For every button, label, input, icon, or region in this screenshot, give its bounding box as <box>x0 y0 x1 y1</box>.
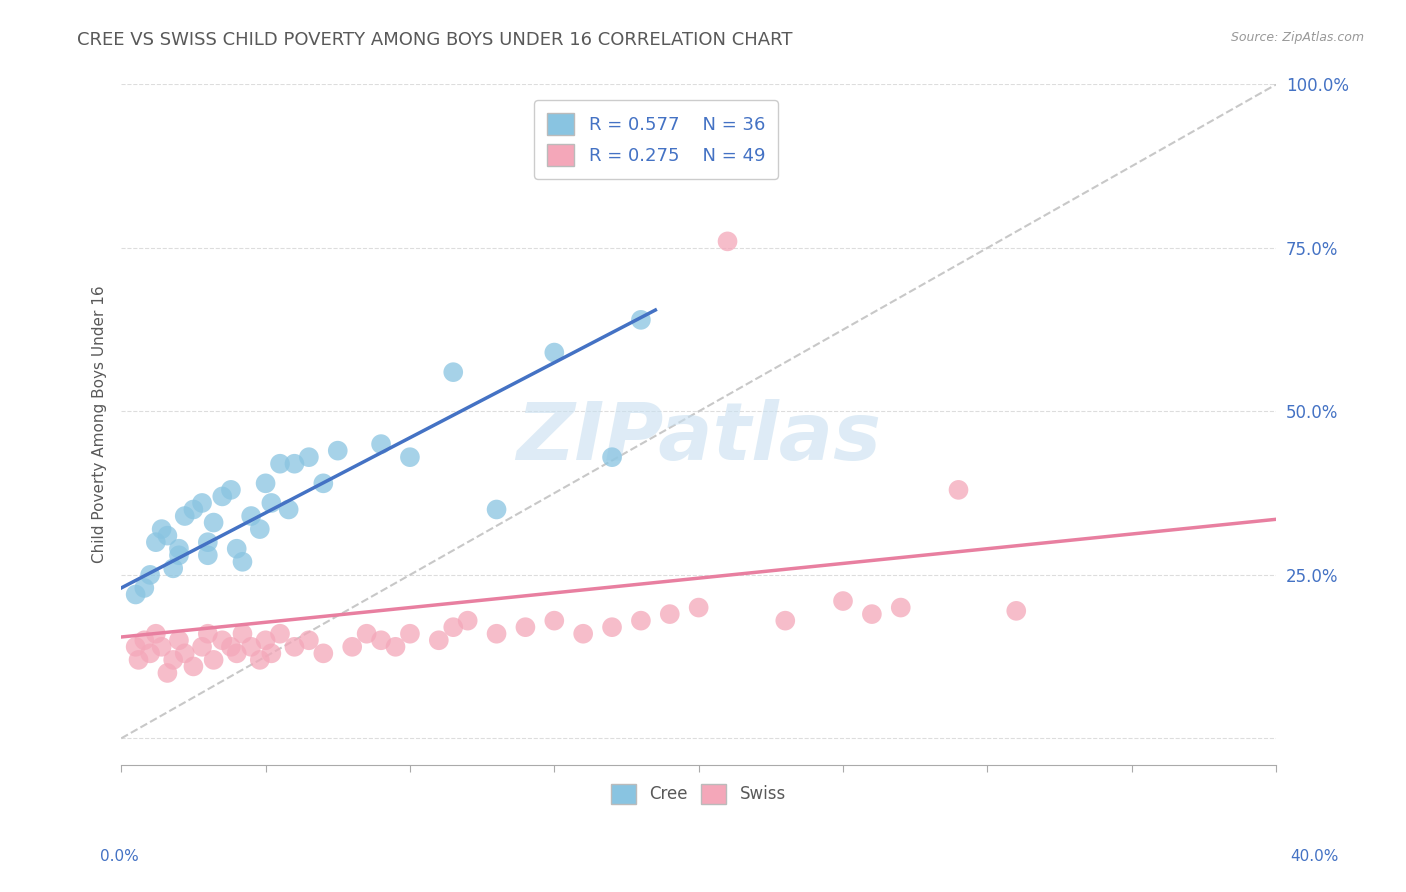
Point <box>167 633 190 648</box>
Point <box>384 640 406 654</box>
Y-axis label: Child Poverty Among Boys Under 16: Child Poverty Among Boys Under 16 <box>93 285 107 563</box>
Point <box>167 541 190 556</box>
Text: 40.0%: 40.0% <box>1291 849 1339 864</box>
Point <box>124 587 146 601</box>
Point <box>254 633 277 648</box>
Point <box>219 640 242 654</box>
Point <box>326 443 349 458</box>
Point <box>427 633 450 648</box>
Point <box>600 620 623 634</box>
Point <box>183 502 205 516</box>
Point <box>298 450 321 465</box>
Point <box>283 640 305 654</box>
Text: 0.0%: 0.0% <box>100 849 139 864</box>
Point <box>150 522 173 536</box>
Point <box>485 502 508 516</box>
Point <box>312 476 335 491</box>
Point <box>197 626 219 640</box>
Point <box>145 535 167 549</box>
Point <box>269 626 291 640</box>
Point <box>370 633 392 648</box>
Point <box>156 528 179 542</box>
Point <box>441 620 464 634</box>
Text: CREE VS SWISS CHILD POVERTY AMONG BOYS UNDER 16 CORRELATION CHART: CREE VS SWISS CHILD POVERTY AMONG BOYS U… <box>77 31 793 49</box>
Point <box>254 476 277 491</box>
Point <box>219 483 242 497</box>
Point <box>860 607 883 621</box>
Point <box>688 600 710 615</box>
Point <box>340 640 363 654</box>
Point <box>211 633 233 648</box>
Point <box>191 496 214 510</box>
Text: ZIPatlas: ZIPatlas <box>516 399 882 477</box>
Point <box>457 614 479 628</box>
Point <box>543 614 565 628</box>
Point <box>399 626 422 640</box>
Point <box>249 653 271 667</box>
Point <box>1005 604 1028 618</box>
Point <box>128 653 150 667</box>
Point <box>948 483 970 497</box>
Point <box>145 626 167 640</box>
Point <box>191 640 214 654</box>
Point <box>202 653 225 667</box>
Point <box>312 646 335 660</box>
Point <box>260 496 283 510</box>
Point <box>249 522 271 536</box>
Point <box>658 607 681 621</box>
Point <box>197 535 219 549</box>
Point <box>139 646 162 660</box>
Point <box>162 561 184 575</box>
Point <box>150 640 173 654</box>
Point <box>240 640 263 654</box>
Point <box>231 555 253 569</box>
Point <box>260 646 283 660</box>
Point <box>600 450 623 465</box>
Point <box>572 626 595 640</box>
Point <box>630 313 652 327</box>
Point <box>630 614 652 628</box>
Point <box>197 548 219 562</box>
Point <box>211 490 233 504</box>
Point <box>124 640 146 654</box>
Point <box>156 665 179 680</box>
Text: Source: ZipAtlas.com: Source: ZipAtlas.com <box>1230 31 1364 45</box>
Point <box>134 633 156 648</box>
Point <box>269 457 291 471</box>
Point <box>183 659 205 673</box>
Point <box>202 516 225 530</box>
Point <box>832 594 855 608</box>
Point <box>167 548 190 562</box>
Point <box>775 614 797 628</box>
Point <box>139 567 162 582</box>
Point <box>173 509 195 524</box>
Point <box>240 509 263 524</box>
Point <box>173 646 195 660</box>
Point <box>283 457 305 471</box>
Point <box>162 653 184 667</box>
Point <box>225 646 247 660</box>
Point <box>356 626 378 640</box>
Point <box>543 345 565 359</box>
Point <box>277 502 299 516</box>
Point <box>399 450 422 465</box>
Legend: Cree, Swiss: Cree, Swiss <box>602 773 796 814</box>
Point <box>515 620 537 634</box>
Point <box>225 541 247 556</box>
Point <box>134 581 156 595</box>
Point <box>716 235 738 249</box>
Point <box>370 437 392 451</box>
Point <box>485 626 508 640</box>
Point <box>231 626 253 640</box>
Point <box>441 365 464 379</box>
Point <box>890 600 912 615</box>
Point <box>298 633 321 648</box>
